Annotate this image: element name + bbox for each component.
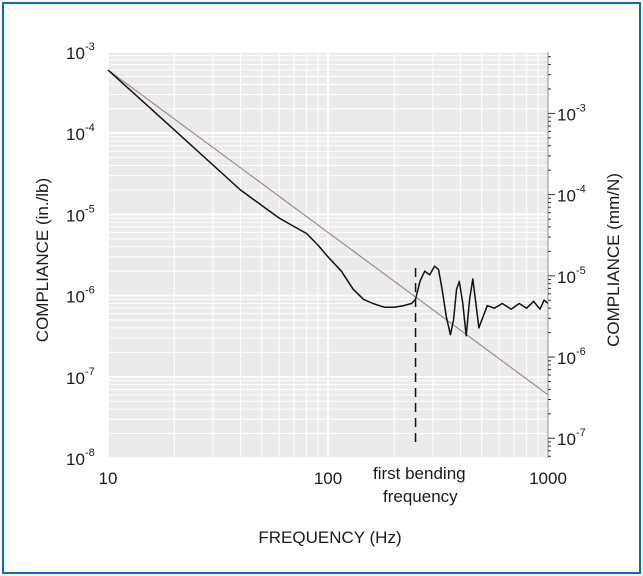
annotation-label-line1: first bending — [373, 464, 466, 483]
y-tick-base: 10 — [66, 125, 85, 144]
y-tick-base: 10 — [66, 450, 85, 469]
x-tick-label: 1000 — [529, 469, 567, 488]
y2-tick-label: 10 -4 — [557, 184, 586, 206]
gridlines — [107, 51, 549, 459]
x-tick-label: 100 — [314, 469, 342, 488]
y2-tick-exponent: -5 — [576, 265, 586, 277]
y-tick-base: 10 — [66, 206, 85, 225]
y-tick-label: 10 -7 — [66, 366, 95, 388]
y2-tick-label: 10 -7 — [557, 427, 586, 449]
annotation-label-line2: frequency — [383, 487, 458, 506]
y-tick-exponent: -3 — [85, 41, 95, 53]
y2-tick-label: 10 -6 — [557, 346, 586, 368]
y-axis-label-right: COMPLIANCE (mm/N) — [604, 173, 623, 347]
series-layer — [107, 69, 549, 396]
y2-tick-base: 10 — [557, 430, 576, 449]
measured-compliance-curve — [107, 69, 549, 337]
y-tick-exponent: -5 — [85, 203, 95, 215]
y2-tick-exponent: -4 — [576, 184, 586, 196]
y-tick-label: 10 -4 — [66, 122, 95, 144]
y-tick-exponent: -8 — [85, 447, 95, 459]
y2-tick-label: 10 -3 — [557, 102, 586, 124]
y2-tick-exponent: -3 — [576, 102, 586, 114]
x-axis-label: FREQUENCY (Hz) — [258, 528, 401, 547]
x-tick-label: 10 — [99, 469, 118, 488]
y2-tick-base: 10 — [557, 187, 576, 206]
y2-tick-exponent: -7 — [576, 427, 586, 439]
y-tick-label: 10 -8 — [66, 447, 95, 469]
y-axis-label-left: COMPLIANCE (in./lb) — [33, 178, 52, 342]
y2-tick-label: 10 -5 — [557, 265, 586, 287]
y-tick-exponent: -4 — [85, 122, 95, 134]
y-tick-label: 10 -3 — [66, 41, 95, 63]
y2-tick-exponent: -6 — [576, 346, 586, 358]
y2-tick-base: 10 — [557, 349, 576, 368]
y2-tick-base: 10 — [557, 105, 576, 124]
y-tick-label: 10 -5 — [66, 203, 95, 225]
y-tick-base: 10 — [66, 288, 85, 307]
y2-tick-base: 10 — [557, 268, 576, 287]
y-tick-label: 10 -6 — [66, 285, 95, 307]
y-tick-exponent: -6 — [85, 285, 95, 297]
x-axis: 10 100 1000 — [99, 469, 567, 488]
y-axis-right: 10-710-610-510-410-3 — [547, 52, 586, 458]
y-tick-base: 10 — [66, 44, 85, 63]
annotation-layer: first bending frequency — [373, 268, 466, 506]
y-axis-left: 10-810-710-610-510-410-3 — [66, 41, 95, 469]
y-tick-base: 10 — [66, 369, 85, 388]
reference-line — [107, 69, 549, 396]
y-tick-exponent: -7 — [85, 366, 95, 378]
